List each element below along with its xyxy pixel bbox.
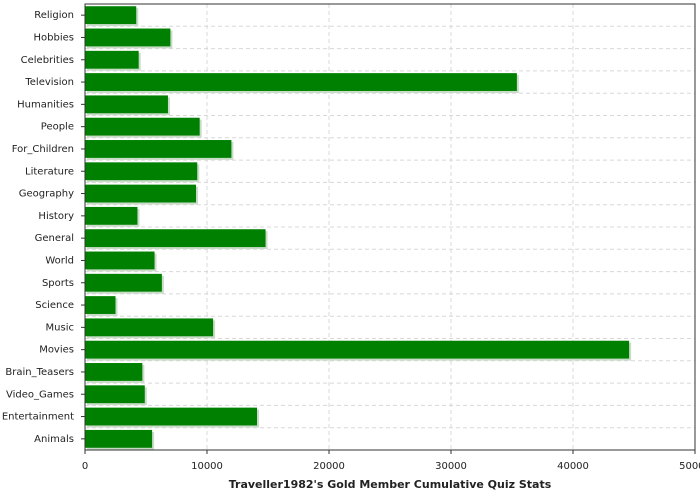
bar: [85, 229, 266, 248]
y-tick-label: Hobbies: [34, 32, 74, 43]
bar: [85, 273, 162, 292]
bar: [85, 28, 171, 47]
y-tick-label: Religion: [34, 10, 74, 21]
plot-frame: [84, 3, 696, 451]
bar: [85, 95, 168, 114]
y-tick-label: Sports: [42, 278, 74, 289]
bar: [85, 73, 517, 91]
y-tick-label: Brain_Teasers: [5, 367, 74, 378]
y-tick-label: Television: [24, 77, 74, 88]
bar: [85, 429, 153, 448]
y-tick-label: Video_Games: [6, 389, 74, 400]
bar: [85, 385, 145, 404]
y-tick-label: General: [35, 233, 74, 244]
x-tick-label: 20000: [313, 461, 345, 472]
bar: [85, 184, 197, 203]
y-tick-label: Celebrities: [21, 55, 74, 66]
x-tick-label: 0: [82, 461, 88, 472]
bar: [85, 407, 258, 426]
bar: [85, 162, 198, 181]
x-tick-label: 40000: [557, 461, 589, 472]
x-tick-label: 50000: [679, 461, 700, 472]
y-tick-label: Entertainment: [2, 412, 74, 423]
x-tick-label: 10000: [191, 461, 223, 472]
chart-title: Traveller1982's Gold Member Cumulative Q…: [229, 478, 552, 491]
y-tick-label: World: [45, 255, 74, 266]
y-tick-label: History: [38, 211, 74, 222]
bar: [85, 50, 139, 69]
y-tick-label: Movies: [39, 345, 74, 356]
y-tick-label: For_Children: [12, 144, 74, 155]
x-tick-label: 30000: [435, 461, 467, 472]
y-tick-label: Humanities: [17, 99, 74, 110]
bar: [85, 6, 137, 25]
bar: [85, 318, 214, 337]
y-tick-label: Music: [46, 322, 74, 333]
y-tick-label: Science: [35, 300, 74, 311]
bar: [85, 251, 155, 270]
y-tick-label: Literature: [25, 166, 74, 177]
bar: [85, 363, 143, 381]
y-tick-label: Animals: [34, 434, 74, 445]
bar: [85, 140, 232, 158]
y-tick-label: Geography: [19, 189, 74, 200]
bar: [85, 206, 138, 225]
bar: [85, 340, 630, 359]
bar: [85, 296, 116, 314]
y-tick-label: People: [41, 122, 74, 133]
bar: [85, 117, 200, 136]
